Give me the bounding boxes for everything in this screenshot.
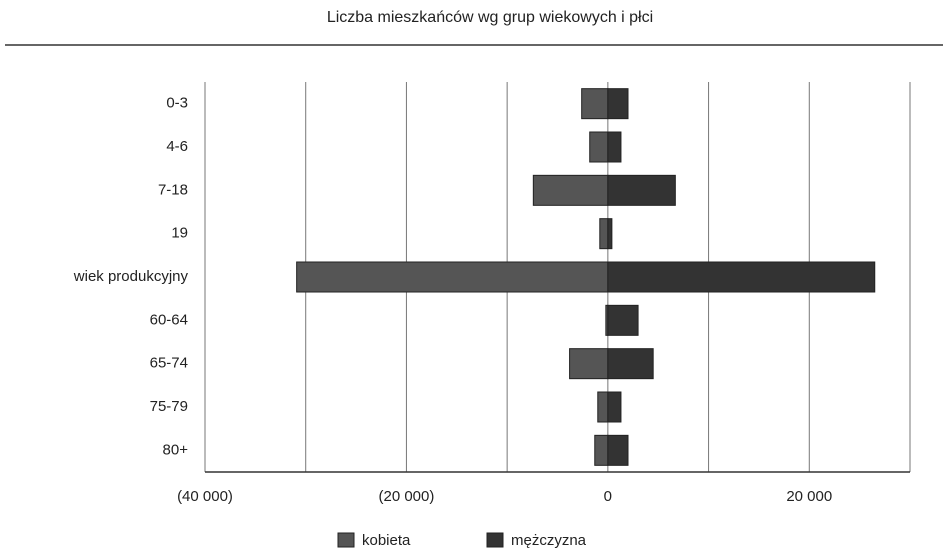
x-tick-label: 20 000: [786, 488, 832, 505]
x-tick-label: 0: [604, 488, 612, 505]
y-tick-label: 60-64: [150, 311, 188, 328]
x-tick-label: (20 000): [378, 488, 434, 505]
bar: [581, 88, 609, 120]
bar: [599, 218, 609, 250]
bar: [607, 131, 622, 163]
bar: [607, 88, 629, 120]
legend-label: mężczyzna: [511, 532, 587, 549]
bar: [589, 131, 609, 163]
y-tick-label: wiek produkcyjny: [73, 268, 189, 285]
bar: [607, 348, 654, 380]
y-tick-label: 4-6: [166, 138, 188, 155]
y-tick-label: 75-79: [150, 398, 188, 415]
bar: [594, 434, 609, 466]
bar: [607, 261, 876, 293]
bar: [607, 174, 676, 206]
bar: [597, 391, 609, 423]
y-tick-label: 80+: [163, 441, 189, 458]
x-tick-label: (40 000): [177, 488, 233, 505]
bar: [569, 348, 609, 380]
y-tick-label: 7-18: [158, 181, 188, 198]
bar: [607, 304, 639, 336]
bar: [296, 261, 609, 293]
bar: [607, 434, 629, 466]
y-tick-label: 19: [171, 225, 188, 242]
bar: [607, 218, 613, 250]
bar: [607, 391, 622, 423]
legend-swatch: [337, 532, 355, 548]
legend-label: kobieta: [362, 532, 411, 549]
legend-swatch: [486, 532, 504, 548]
y-tick-label: 65-74: [150, 355, 188, 372]
chart-title: Liczba mieszkańców wg grup wiekowych i p…: [327, 9, 653, 26]
y-tick-label: 0-3: [166, 95, 188, 112]
bar: [532, 174, 609, 206]
